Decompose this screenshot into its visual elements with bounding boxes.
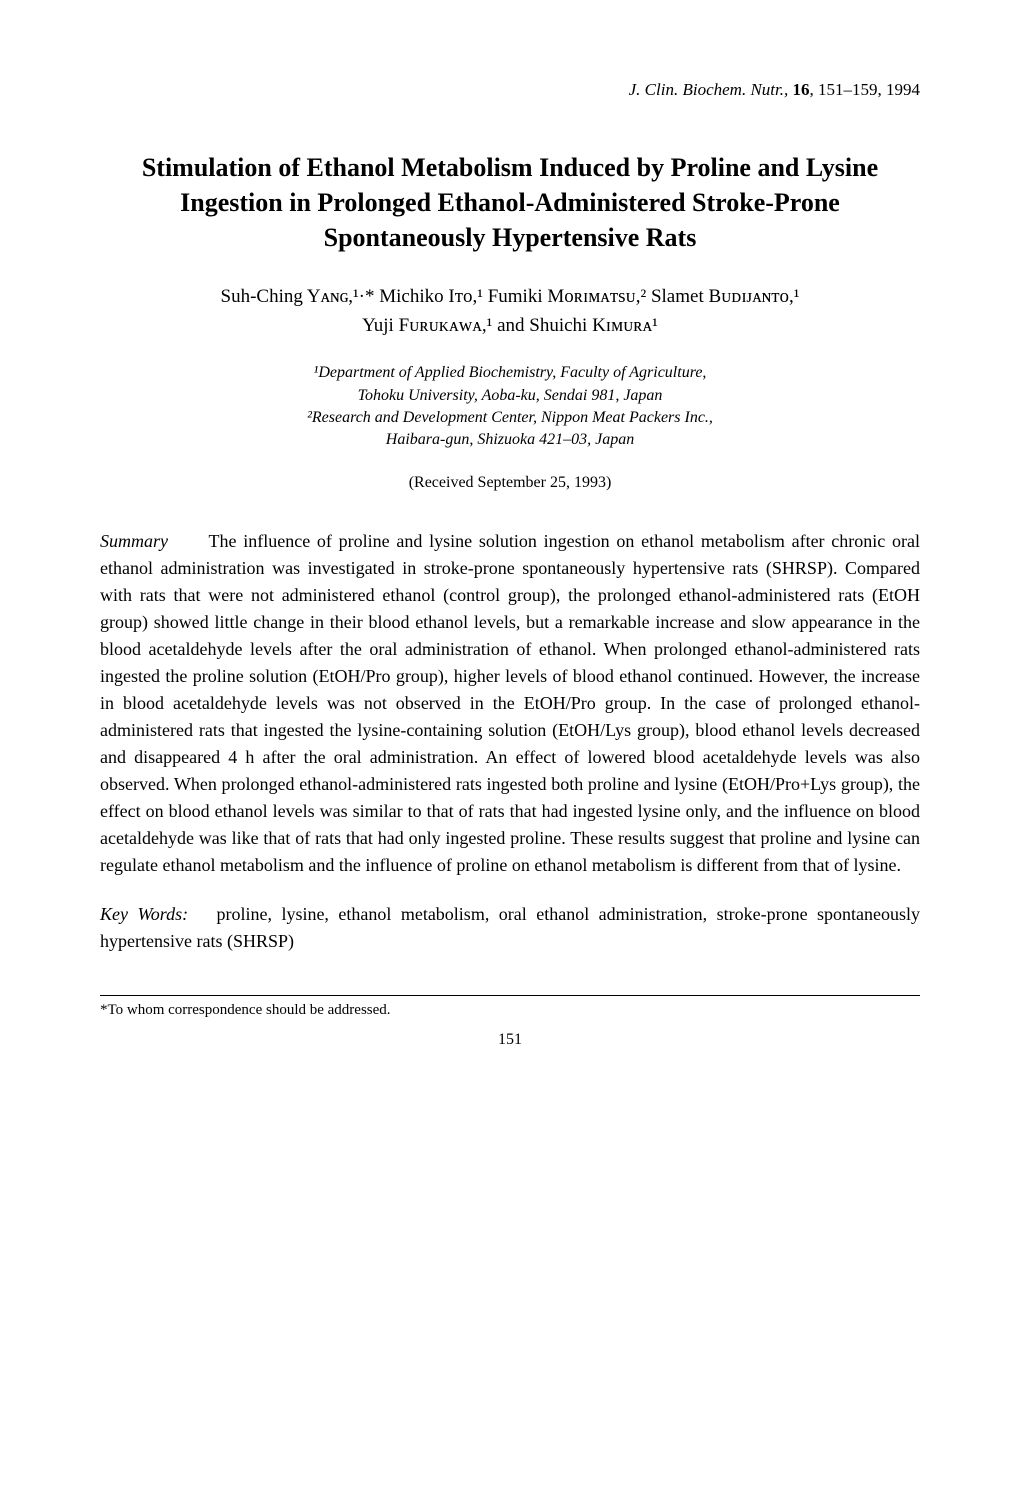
journal-name: J. Clin. Biochem. Nutr., — [629, 80, 789, 99]
received-date: (Received September 25, 1993) — [100, 474, 920, 492]
authors-block: Suh-Ching Yᴀɴɢ,¹·* Michiko Iᴛᴏ,¹ Fumiki … — [100, 283, 920, 340]
correspondence-footnote: *To whom correspondence should be addres… — [100, 1002, 920, 1019]
paper-title: Stimulation of Ethanol Metabolism Induce… — [100, 150, 920, 255]
journal-reference: J. Clin. Biochem. Nutr., 16, 151–159, 19… — [100, 80, 920, 100]
affiliation-line-4: Haibara-gun, Shizuoka 421–03, Japan — [100, 429, 920, 451]
authors-line-1: Suh-Ching Yᴀɴɢ,¹·* Michiko Iᴛᴏ,¹ Fumiki … — [100, 283, 920, 312]
affiliations-block: ¹Department of Applied Biochemistry, Fac… — [100, 362, 920, 452]
keywords-text: proline, lysine, ethanol metabolism, ora… — [100, 904, 920, 951]
footnote-divider — [100, 995, 920, 996]
journal-pages-year: , 151–159, 1994 — [810, 80, 921, 99]
summary-label: Summary — [100, 531, 168, 551]
page-number: 151 — [100, 1031, 920, 1049]
keywords-paragraph: Key Words: proline, lysine, ethanol meta… — [100, 901, 920, 955]
keywords-label: Key Words: — [100, 904, 188, 924]
affiliation-line-3: ²Research and Development Center, Nippon… — [100, 407, 920, 429]
summary-text: The influence of proline and lysine solu… — [100, 531, 920, 875]
affiliation-line-2: Tohoku University, Aoba-ku, Sendai 981, … — [100, 385, 920, 407]
summary-paragraph: Summary The influence of proline and lys… — [100, 528, 920, 879]
journal-volume: 16 — [793, 80, 810, 99]
authors-line-2: Yuji Fᴜʀᴜᴋᴀᴡᴀ,¹ and Shuichi Kɪᴍᴜʀᴀ¹ — [100, 312, 920, 341]
affiliation-line-1: ¹Department of Applied Biochemistry, Fac… — [100, 362, 920, 384]
